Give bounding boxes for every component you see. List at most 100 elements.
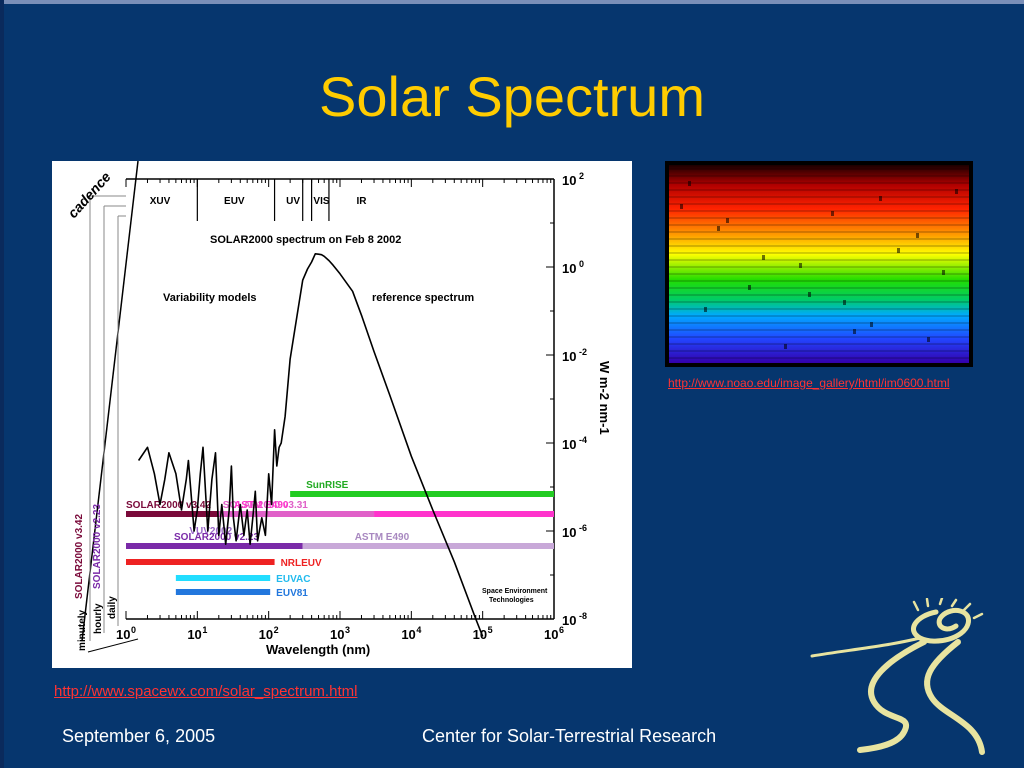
model-bar	[218, 511, 375, 517]
cadence-axes: cadence minutely hourly daily SOLAR2000 …	[64, 160, 139, 653]
y-tick-label-base: 10	[562, 437, 576, 452]
y-tick-label-base: 10	[562, 173, 576, 188]
x-tick-label-base: 10	[259, 627, 273, 642]
absorption-line	[688, 181, 691, 186]
absorption-line	[680, 204, 683, 209]
model-bar-label: EUVAC	[276, 574, 310, 585]
wavelength-bands: XUV EUV UV VIS IR	[150, 179, 367, 221]
cadence-minutely-label: minutely	[77, 609, 88, 651]
spectrum-row-lines	[669, 168, 969, 359]
y-tick-label-base: 10	[562, 613, 576, 628]
left-model-label-v342: SOLAR2000 v3.42	[74, 514, 85, 599]
band-label: VIS	[313, 196, 329, 207]
x-tick-label-exp: 0	[131, 625, 136, 635]
annotation-reference-spectrum: reference spectrum	[372, 292, 474, 304]
x-tick-label-exp: 5	[488, 625, 493, 635]
model-bar	[126, 511, 219, 517]
model-bar	[290, 491, 554, 497]
slide-top-border	[0, 0, 1024, 4]
x-tick-label-exp: 4	[416, 625, 421, 635]
slide-title: Solar Spectrum	[319, 65, 705, 128]
annotation-variability-models: Variability models	[163, 292, 257, 304]
cadence-base-line	[87, 638, 139, 653]
x-tick-label-exp: 6	[559, 625, 564, 635]
model-bar-label: VUV2002	[189, 526, 232, 537]
y-tick-label-exp: 2	[579, 171, 584, 181]
y-tick-label-exp: -8	[579, 611, 587, 621]
annotation-space-environment: Space Environment	[482, 588, 548, 595]
band-label: IR	[356, 196, 367, 207]
model-bar	[374, 511, 554, 517]
absorption-line	[870, 322, 873, 327]
model-bar-label: EUV81	[276, 588, 308, 599]
absorption-line	[853, 329, 856, 334]
y-axis-label: W m-2 nm-1	[597, 361, 612, 435]
x-tick-label-base: 10	[401, 627, 415, 642]
model-bar-label: SunRISE	[306, 480, 349, 491]
spacewx-spectrum-link[interactable]: http://www.spacewx.com/solar_spectrum.ht…	[54, 683, 358, 700]
absorption-line	[762, 255, 765, 260]
cadence-daily-label: daily	[107, 596, 118, 619]
spectrum-curve-layer	[137, 253, 484, 637]
model-bar-label: ASTM E490	[234, 500, 289, 511]
x-tick-label-exp: 1	[202, 625, 207, 635]
x-tick-label-base: 10	[187, 627, 201, 642]
absorption-line	[879, 196, 882, 201]
left-model-label-v223: SOLAR2000 v2.23	[92, 504, 103, 589]
absorption-line	[784, 344, 787, 349]
band-label: UV	[286, 196, 300, 207]
x-tick-label-exp: 3	[345, 625, 350, 635]
logo-strokes	[810, 598, 985, 755]
model-bar-label: NRLEUV	[281, 558, 322, 569]
model-bar	[175, 575, 271, 581]
model-bar-label: SOLAR2000 v3.31	[223, 500, 308, 511]
x-tick-label-base: 10	[473, 627, 487, 642]
absorption-line	[916, 233, 919, 238]
absorption-line	[843, 300, 846, 305]
band-label: XUV	[150, 196, 171, 207]
spectrum-gradient	[669, 165, 969, 363]
y-tick-label-exp: -4	[579, 435, 587, 445]
footer-organization: Center for Solar-Terrestrial Research	[422, 726, 717, 746]
absorption-line	[831, 211, 834, 216]
solar-spectrum-chart-panel: cadence minutely hourly daily SOLAR2000 …	[52, 160, 632, 668]
absorption-line	[942, 270, 945, 275]
x-tick-label-base: 10	[544, 627, 558, 642]
spectrum-curve	[137, 253, 484, 637]
axis-ticks: 10 0 10 1 10 2 10 3 10 4 10 5 10 610 210 010 -210 -410 -61…	[116, 171, 587, 642]
slide-left-border	[0, 0, 4, 768]
footer-date: September 6, 2005	[62, 726, 216, 746]
chart-title: SOLAR2000 spectrum on Feb 8 2002	[210, 234, 401, 246]
model-bar-label: ASTM E490	[355, 532, 410, 543]
absorption-line	[748, 285, 751, 290]
solar-spectrum-photo	[665, 161, 973, 367]
y-tick-label-exp: 0	[579, 259, 584, 269]
y-tick-label-base: 10	[562, 349, 576, 364]
x-tick-label-base: 10	[330, 627, 344, 642]
x-axis-label: Wavelength (nm)	[266, 642, 370, 657]
absorption-line	[927, 337, 930, 342]
band-label: EUV	[224, 196, 245, 207]
annotation-technologies: Technologies	[489, 597, 534, 604]
model-bar	[126, 543, 303, 549]
absorption-line	[717, 226, 720, 231]
x-tick-label-exp: 2	[274, 625, 279, 635]
cadence-diagonal	[81, 160, 139, 642]
absorption-line	[704, 307, 707, 312]
absorption-line	[726, 218, 729, 223]
absorption-line	[808, 292, 811, 297]
y-tick-label-exp: -6	[579, 523, 587, 533]
cstr-sun-road-logo	[810, 598, 985, 755]
cadence-hourly-label: hourly	[93, 603, 104, 634]
spectrum-rainbow	[669, 165, 969, 363]
absorption-line	[955, 189, 958, 194]
model-bar	[302, 543, 554, 549]
model-bar-label: SOLAR2000 v3.42	[126, 500, 211, 511]
noao-gallery-link[interactable]: http://www.noao.edu/image_gallery/html/i…	[668, 376, 950, 390]
x-tick-label-base: 10	[116, 627, 130, 642]
y-tick-label-base: 10	[562, 261, 576, 276]
y-tick-label-exp: -2	[579, 347, 587, 357]
absorption-line	[897, 248, 900, 253]
model-bar	[126, 559, 275, 565]
